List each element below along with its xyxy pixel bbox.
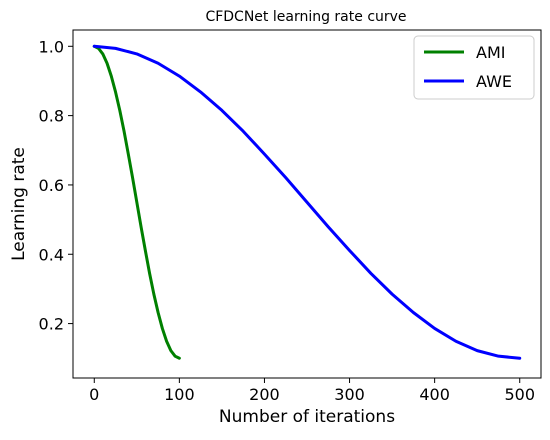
x-tick-label: 200 [249,385,280,404]
legend-box [413,35,535,100]
y-tick-label: 1.0 [39,37,64,56]
x-tick-label: 0 [89,385,99,404]
y-axis: 0.2 0.4 0.6 0.8 1.0 [39,37,73,334]
plot-frame [72,29,542,379]
y-axis-label: Learning rate [9,147,29,261]
y-tick-label: 0.6 [39,176,64,195]
x-axis: 0 100 200 300 400 500 [89,378,535,404]
y-tick-label: 0.2 [39,315,64,334]
chart-title: CFDCNet learning rate curve [205,9,406,25]
legend: AMI AWE [413,35,535,100]
x-tick-label: 100 [164,385,195,404]
x-tick-label: 400 [419,385,450,404]
legend-label-awe: AWE [476,72,512,91]
x-axis-label: Number of iterations [219,407,395,427]
y-tick-label: 0.4 [39,245,64,264]
series-line-awe [92,44,522,360]
legend-label-ami: AMI [476,43,505,62]
x-tick-label: 500 [504,385,535,404]
series-line-ami [92,44,181,360]
y-tick-label: 0.8 [39,107,64,126]
x-tick-label: 300 [334,385,365,404]
series-layer [92,44,522,360]
